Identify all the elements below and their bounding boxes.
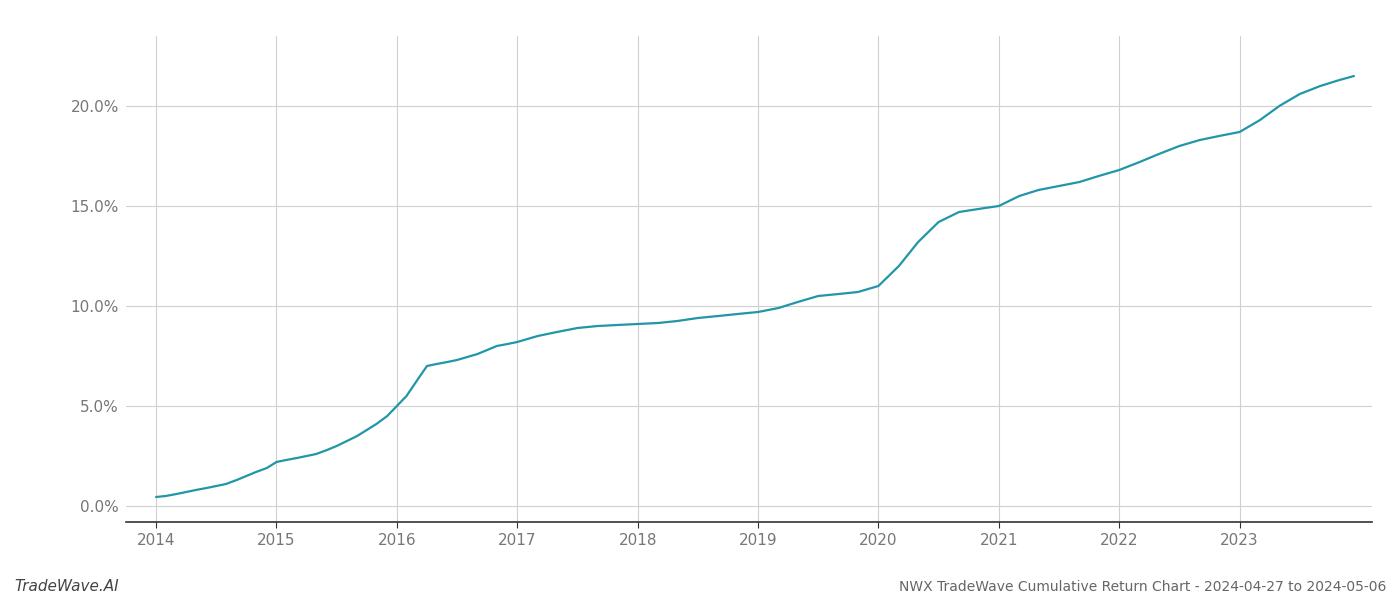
Text: NWX TradeWave Cumulative Return Chart - 2024-04-27 to 2024-05-06: NWX TradeWave Cumulative Return Chart - … [899, 580, 1386, 594]
Text: TradeWave.AI: TradeWave.AI [14, 579, 119, 594]
